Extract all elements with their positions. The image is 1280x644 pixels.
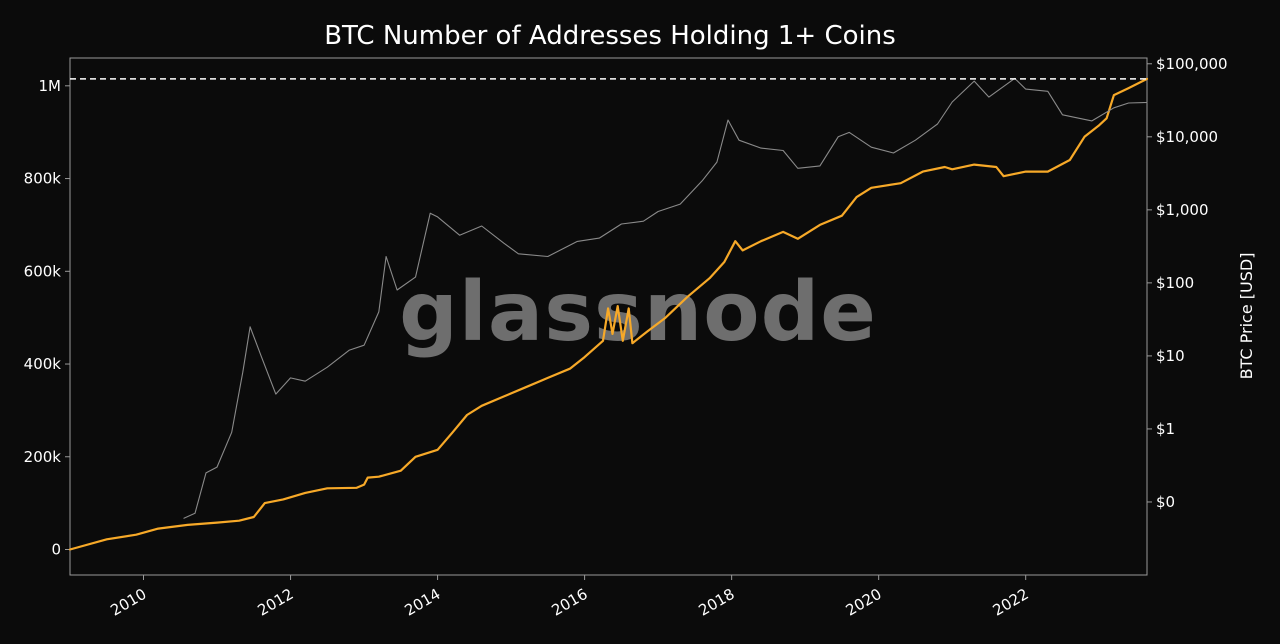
addresses-series-line: [68, 77, 1149, 551]
left-tick-label: 0: [51, 540, 61, 558]
price-series-line: [183, 77, 1148, 519]
chart-title: BTC Number of Addresses Holding 1+ Coins: [324, 21, 896, 51]
left-tick-label: 200k: [24, 448, 62, 466]
right-tick-label: $10: [1156, 347, 1185, 365]
left-tick-label: 800k: [24, 170, 62, 188]
right-tick-label: $0: [1156, 493, 1175, 511]
left-tick-label: 600k: [24, 262, 62, 280]
right-tick-label: $1,000: [1156, 201, 1209, 219]
right-tick-label: $100,000: [1156, 55, 1228, 73]
right-axis: $0 $1 $10 $100 $1,000 $10,000 $100,000: [1147, 55, 1228, 511]
right-axis-label: BTC Price [USD]: [1237, 253, 1256, 380]
left-tick-label: 400k: [24, 355, 62, 373]
watermark: glassnode: [399, 265, 877, 360]
right-tick-label: $10,000: [1156, 128, 1218, 146]
plot-area: [69, 57, 1148, 576]
left-tick-label: 1M: [39, 77, 62, 95]
left-axis: 0 200k 400k 600k 800k 1M: [24, 77, 70, 558]
right-tick-label: $1: [1156, 420, 1175, 438]
right-tick-label: $100: [1156, 274, 1194, 292]
series-layer: [68, 77, 1149, 551]
